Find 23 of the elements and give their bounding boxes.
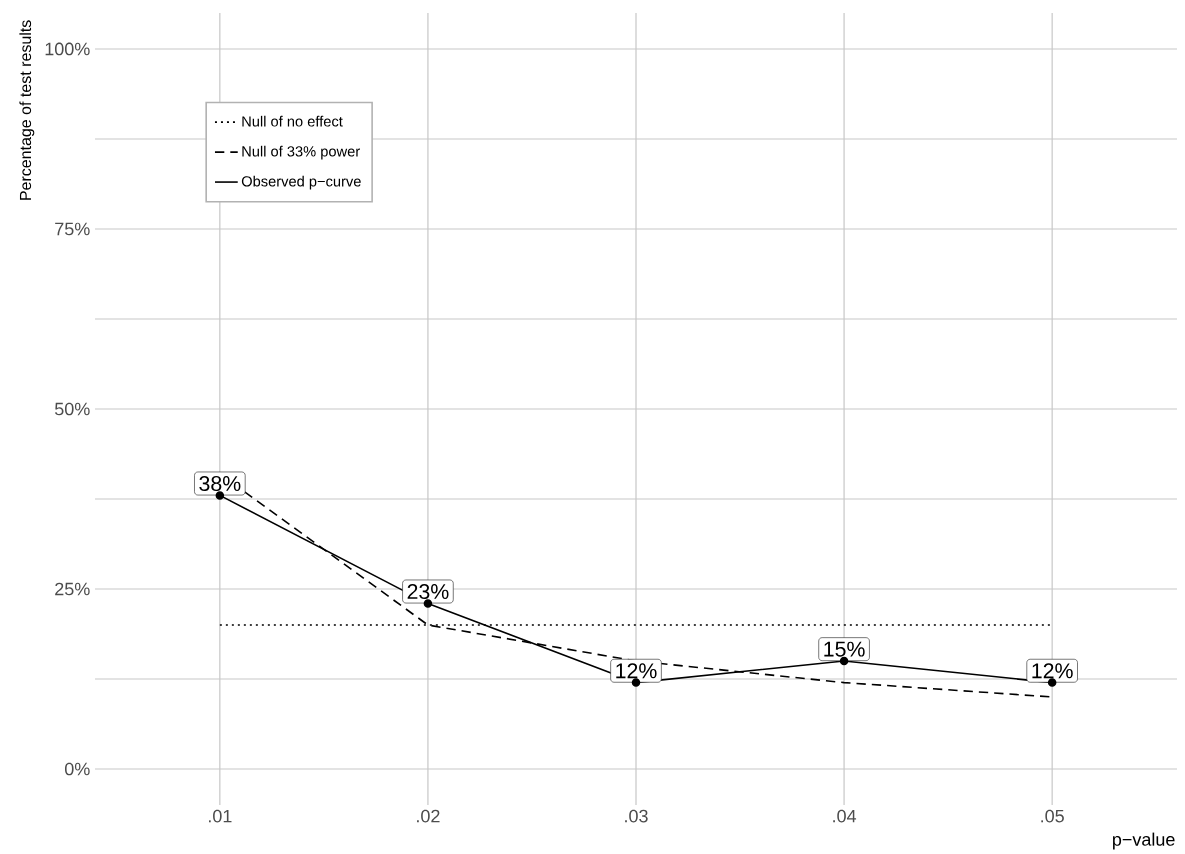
data-label: 12% xyxy=(1032,663,1073,679)
point xyxy=(839,656,849,666)
y-tick-label: 25% xyxy=(55,582,90,596)
legend-label: Null of no effect xyxy=(242,115,343,127)
x-tick-label: .03 xyxy=(625,809,648,823)
x-tick-label: .02 xyxy=(417,809,440,823)
legend-label: Null of 33% power xyxy=(242,145,360,160)
x-tick-label: .05 xyxy=(1041,809,1064,823)
y-axis-title: Percentage of test results xyxy=(19,20,35,200)
data-label: 38% xyxy=(199,475,241,492)
x-tick-label: .01 xyxy=(208,809,232,823)
point xyxy=(215,491,225,500)
x-axis-title: p−value xyxy=(1113,832,1175,850)
point xyxy=(423,599,433,608)
data-label: 15% xyxy=(824,641,865,657)
legend-label: Observed p−curve xyxy=(241,175,361,190)
data-label: 12% xyxy=(616,663,657,679)
data-label: 23% xyxy=(407,583,449,600)
x-tick-label: .04 xyxy=(833,809,857,823)
y-tick-label: 50% xyxy=(54,402,90,416)
y-tick-label: 0% xyxy=(64,762,90,776)
y-tick-label: 75% xyxy=(55,222,90,236)
y-tick-label: 100% xyxy=(45,42,90,56)
